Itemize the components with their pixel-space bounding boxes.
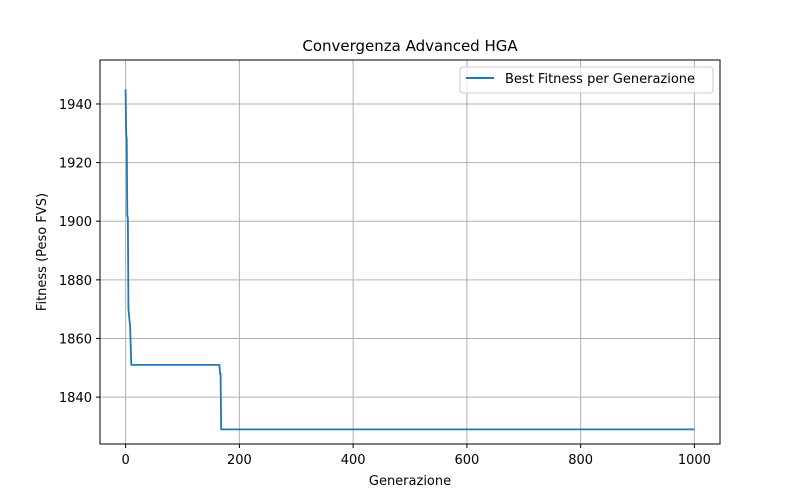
x-tick-label: 0 (121, 453, 129, 468)
x-tick-label: 1000 (678, 453, 711, 468)
y-tick-label: 1920 (59, 157, 92, 172)
series-group (124, 89, 695, 431)
legend: Best Fitness per Generazione (459, 66, 714, 94)
y-tick-label: 1860 (59, 332, 92, 347)
x-tick-label: 200 (227, 453, 252, 468)
x-axis: 0 200 400 600 800 1000 (121, 444, 711, 468)
chart-title: Convergenza Advanced HGA (302, 37, 518, 55)
y-axis-label: Fitness (Peso FVS) (35, 193, 50, 311)
y-tick-label: 1880 (59, 274, 92, 289)
x-axis-label: Generazione (369, 474, 451, 489)
x-tick-label: 400 (341, 453, 366, 468)
y-tick-label: 1840 (59, 391, 92, 406)
legend-label: Best Fitness per Generazione (505, 72, 695, 87)
grid (100, 60, 720, 444)
x-tick-label: 800 (568, 453, 593, 468)
x-tick-label: 600 (454, 453, 479, 468)
y-tick-label: 1940 (59, 98, 92, 113)
series-line (124, 89, 695, 431)
y-axis: 1840 1860 1880 1900 1920 1940 (59, 98, 100, 406)
legend-box (459, 66, 714, 94)
y-tick-label: 1900 (59, 215, 92, 230)
plot-area (99, 59, 721, 445)
